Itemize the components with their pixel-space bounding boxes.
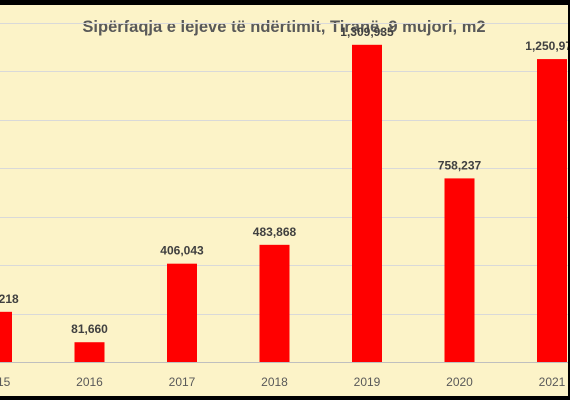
bar-2021 bbox=[537, 59, 567, 363]
data-label-2019: 1,309,935 bbox=[340, 25, 394, 39]
chart-title: Sipërfaqja e lejeve të ndërtimit, Tiranë… bbox=[82, 18, 486, 36]
data-label-2017: 406,043 bbox=[160, 244, 204, 258]
x-tick-label-2018: 2018 bbox=[261, 375, 288, 389]
bar-2020 bbox=[444, 178, 475, 362]
bar-2017 bbox=[167, 263, 197, 362]
bar-2015 bbox=[0, 311, 12, 362]
data-label-2018: 483,868 bbox=[253, 225, 297, 239]
bar-chart: 207,218 2015 81,660 2016 406,043 2017 483,868 2… bbox=[0, 23, 568, 389]
data-label-2016: 81,660 bbox=[71, 322, 108, 336]
data-label-2020: 758,237 bbox=[438, 158, 482, 172]
x-tick-label-2019: 2019 bbox=[354, 375, 381, 389]
x-tick-label-2017: 2017 bbox=[169, 375, 196, 389]
chart-panel: Sipërfaqja e lejeve të ndërtimit, Tiranë… bbox=[0, 5, 568, 396]
data-label-2015: 207,218 bbox=[0, 292, 19, 306]
x-tick-label-2020: 2020 bbox=[446, 375, 473, 389]
bar-2018 bbox=[259, 244, 290, 362]
x-tick-label-2015: 2015 bbox=[0, 375, 11, 389]
bar-2019 bbox=[352, 44, 382, 363]
data-label-2021: 1,250,974 bbox=[525, 39, 568, 53]
bar-2016 bbox=[74, 342, 105, 362]
x-tick-label-2016: 2016 bbox=[76, 375, 103, 389]
x-tick-label-2021: 2021 bbox=[539, 375, 566, 389]
